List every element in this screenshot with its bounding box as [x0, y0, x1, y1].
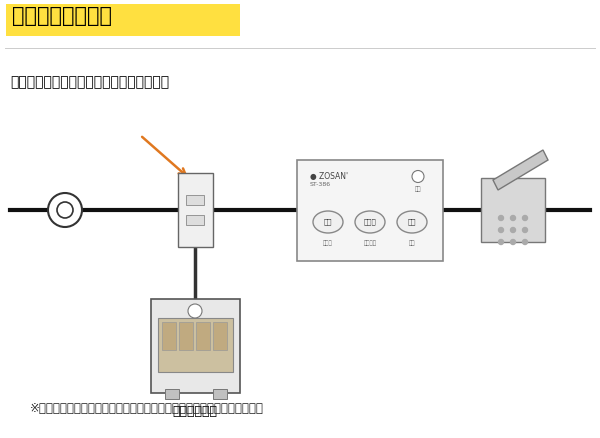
Bar: [186, 215, 204, 225]
Bar: [161, 322, 176, 350]
Text: ※　設置後ガス検針器が正常作動しているかをガス会社に確認してもらう: ※ 設置後ガス検針器が正常作動しているかをガス会社に確認してもらう: [30, 402, 264, 415]
Text: 前を聴く: 前を聴く: [364, 240, 377, 246]
Circle shape: [511, 227, 515, 233]
FancyBboxPatch shape: [151, 299, 239, 393]
Bar: [196, 322, 209, 350]
FancyBboxPatch shape: [6, 4, 240, 36]
Circle shape: [523, 215, 527, 220]
Text: 消去: 消去: [409, 240, 415, 246]
Bar: [179, 322, 193, 350]
Text: 著信: 著信: [415, 187, 421, 192]
Circle shape: [499, 240, 503, 244]
Text: 消す: 消す: [408, 219, 416, 225]
Text: 止める: 止める: [323, 240, 333, 246]
Text: 聴く: 聴く: [324, 219, 332, 225]
Ellipse shape: [397, 211, 427, 233]
Bar: [212, 322, 227, 350]
Circle shape: [511, 215, 515, 220]
Text: ST-386: ST-386: [310, 183, 331, 187]
Circle shape: [188, 304, 202, 318]
FancyBboxPatch shape: [481, 178, 545, 242]
Ellipse shape: [313, 211, 343, 233]
Text: ガス検針中継器と電話の間に取り付ける。: ガス検針中継器と電話の間に取り付ける。: [10, 75, 169, 89]
Circle shape: [499, 215, 503, 220]
Circle shape: [412, 170, 424, 183]
Text: ● ZOSAN': ● ZOSAN': [310, 173, 348, 181]
Circle shape: [57, 202, 73, 218]
Bar: [186, 195, 204, 205]
Circle shape: [499, 227, 503, 233]
Text: ガス検知器の場合: ガス検知器の場合: [12, 6, 112, 26]
Ellipse shape: [355, 211, 385, 233]
Circle shape: [511, 240, 515, 244]
FancyBboxPatch shape: [178, 173, 212, 247]
FancyBboxPatch shape: [297, 159, 443, 261]
FancyBboxPatch shape: [157, 318, 233, 372]
Text: もどる: もどる: [364, 219, 376, 225]
Text: ガスメーター: ガスメーター: [173, 405, 218, 418]
Polygon shape: [493, 150, 548, 190]
Circle shape: [523, 227, 527, 233]
Bar: [164, 389, 179, 399]
Circle shape: [48, 193, 82, 227]
Circle shape: [523, 240, 527, 244]
Bar: [212, 389, 227, 399]
